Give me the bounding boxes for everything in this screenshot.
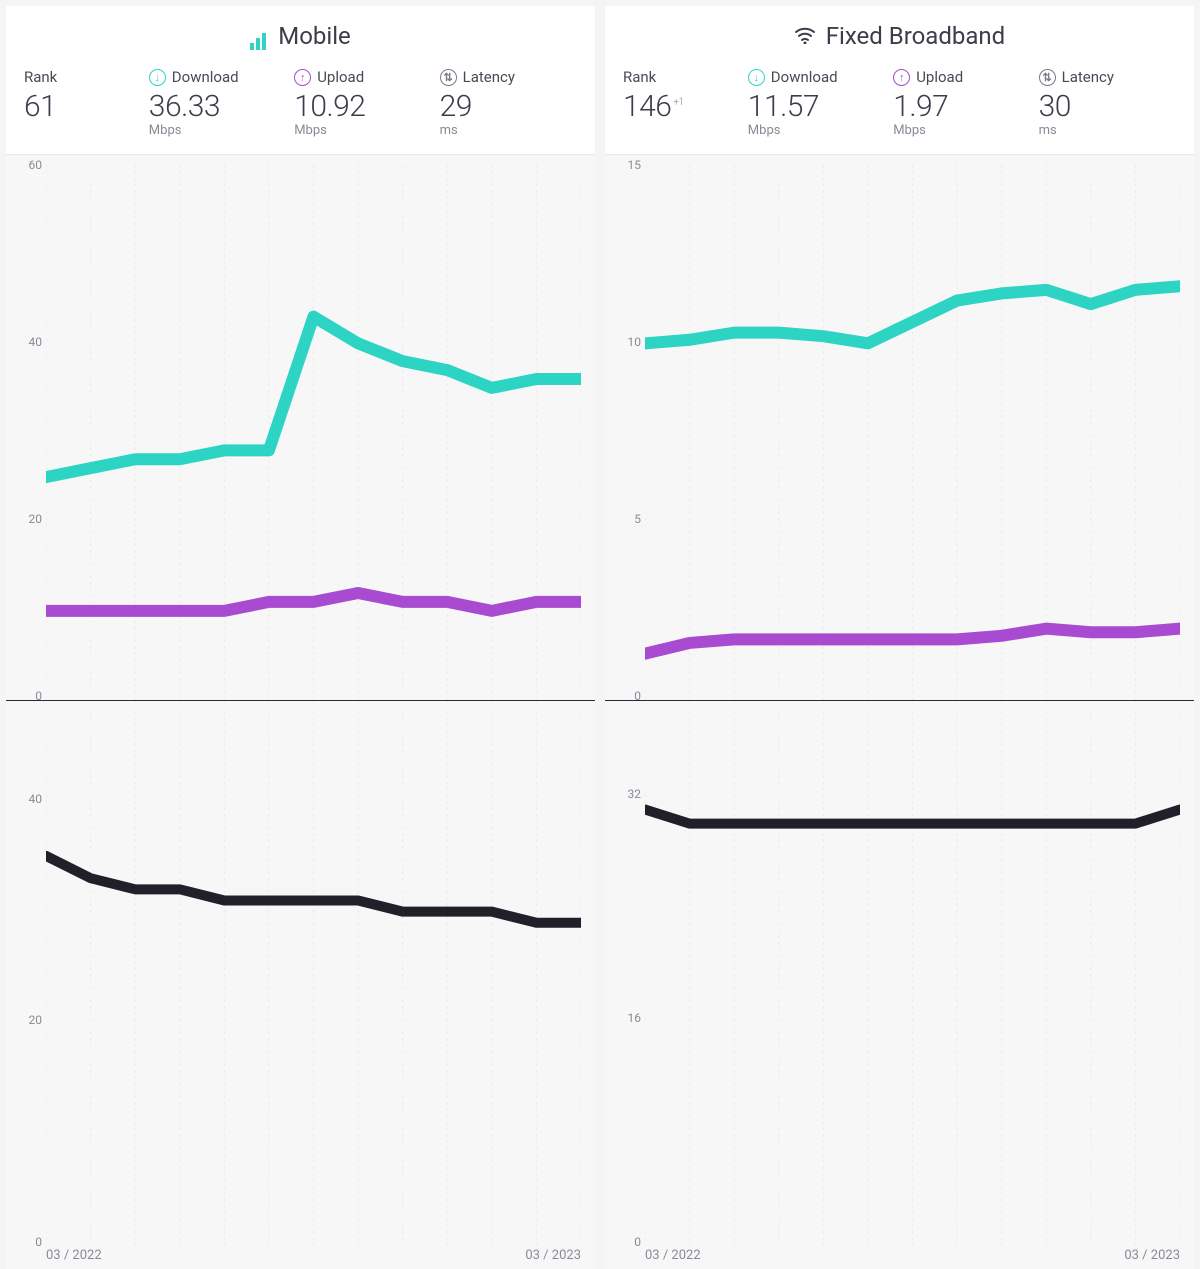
mobile-speed-chart: 0204060 [6,154,595,700]
mobile-title-text: Mobile [278,22,351,50]
rank-value: 61 [24,90,141,125]
mobile-x-axis: 03 / 2022 03 / 2023 [6,1246,595,1269]
mobile-rank-metric: Rank 61 [24,68,141,138]
upload-unit: Mbps [893,123,1030,138]
download-label: ↓ Download [149,68,286,86]
x-start: 03 / 2022 [645,1248,701,1263]
download-value: 11.57 [748,90,885,125]
x-end: 03 / 2023 [1124,1248,1180,1263]
latency-swap-icon: ⇅ [1039,69,1056,86]
upload-arrow-icon: ↑ [294,69,311,86]
fixed-title-row: Fixed Broadband [605,6,1194,62]
y-axis: 0204060 [10,165,44,696]
latency-label: ⇅ Latency [440,68,577,86]
latency-value: 30 [1039,90,1176,125]
chart-canvas [645,711,1180,1246]
y-axis: 02040 [10,711,44,1242]
download-value: 36.33 [149,90,286,125]
rank-value: 146+1 [623,90,740,125]
upload-value: 1.97 [893,90,1030,125]
download-label: ↓ Download [748,68,885,86]
fixed-title-text: Fixed Broadband [826,22,1005,50]
download-unit: Mbps [748,123,885,138]
chart-canvas [46,165,581,700]
fixed-panel: Fixed Broadband Rank 146+1 ↓ Download 11… [605,6,1194,635]
wifi-icon [794,22,816,50]
latency-unit: ms [1039,123,1176,138]
x-end: 03 / 2023 [525,1248,581,1263]
chart-canvas [645,165,1180,700]
chart-canvas [46,711,581,1246]
rank-label: Rank [24,68,141,86]
mobile-title-row: Mobile [6,6,595,62]
mobile-latency-metric: ⇅ Latency 29 ms [440,68,577,138]
latency-swap-icon: ⇅ [440,69,457,86]
fixed-download-metric: ↓ Download 11.57 Mbps [748,68,885,138]
y-axis: 01632 [609,711,643,1242]
fixed-upload-metric: ↑ Upload 1.97 Mbps [893,68,1030,138]
download-arrow-icon: ↓ [748,69,765,86]
fixed-latency-chart: 01632 [605,700,1194,1246]
upload-label: ↑ Upload [893,68,1030,86]
rank-delta: +1 [673,97,683,108]
fixed-speed-chart: 051015 [605,154,1194,700]
upload-value: 10.92 [294,90,431,125]
upload-arrow-icon: ↑ [893,69,910,86]
y-axis: 051015 [609,165,643,696]
mobile-upload-metric: ↑ Upload 10.92 Mbps [294,68,431,138]
mobile-metrics: Rank 61 ↓ Download 36.33 Mbps ↑ Upload 1… [6,62,595,154]
mobile-latency-chart: 02040 [6,700,595,1246]
latency-label: ⇅ Latency [1039,68,1176,86]
download-unit: Mbps [149,123,286,138]
rank-label: Rank [623,68,740,86]
latency-unit: ms [440,123,577,138]
mobile-bars-icon [250,22,268,50]
upload-label: ↑ Upload [294,68,431,86]
mobile-panel: Mobile Rank 61 ↓ Download 36.33 Mbps ↑ U… [6,6,595,635]
upload-unit: Mbps [294,123,431,138]
fixed-x-axis: 03 / 2022 03 / 2023 [605,1246,1194,1269]
download-arrow-icon: ↓ [149,69,166,86]
fixed-rank-metric: Rank 146+1 [623,68,740,138]
fixed-metrics: Rank 146+1 ↓ Download 11.57 Mbps ↑ Uploa… [605,62,1194,154]
fixed-latency-metric: ⇅ Latency 30 ms [1039,68,1176,138]
mobile-download-metric: ↓ Download 36.33 Mbps [149,68,286,138]
latency-value: 29 [440,90,577,125]
x-start: 03 / 2022 [46,1248,102,1263]
